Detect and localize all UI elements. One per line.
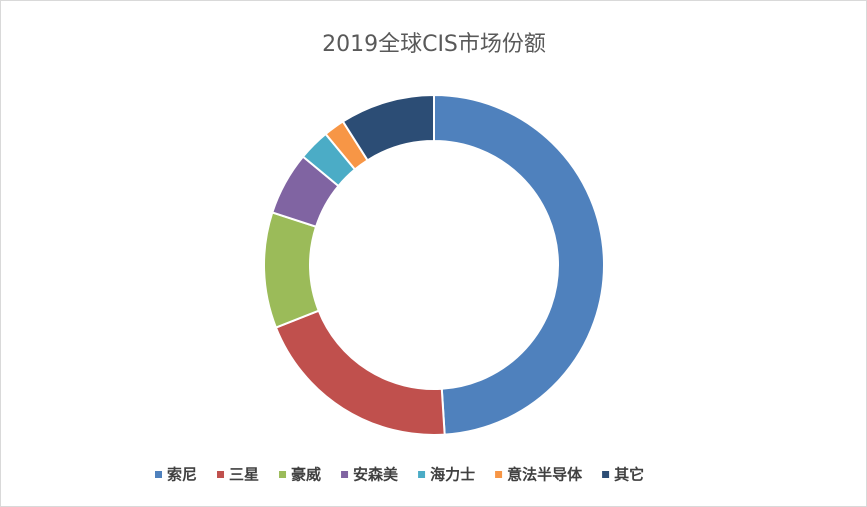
legend-label: 海力士 xyxy=(430,466,475,484)
legend-swatch xyxy=(217,471,225,478)
donut-slice xyxy=(341,93,435,162)
legend-label: 其它 xyxy=(614,466,644,484)
legend-label: 豪威 xyxy=(291,466,321,484)
legend: 索尼 三星 豪威 安森美 海力士 意法半导体 其它 xyxy=(155,466,644,484)
legend-swatch xyxy=(418,471,426,478)
legend-label: 安森美 xyxy=(353,466,399,484)
donut-slice xyxy=(433,93,606,436)
legend-label: 三星 xyxy=(229,466,259,484)
legend-swatch xyxy=(155,471,162,478)
legend-swatch xyxy=(602,471,610,478)
legend-label: 意法半导体 xyxy=(507,466,583,484)
chart-title: 2019全球CIS市场份额 xyxy=(322,32,546,57)
legend-swatch xyxy=(495,471,503,478)
donut-slice xyxy=(263,211,321,329)
donut xyxy=(263,93,606,436)
legend-swatch xyxy=(279,471,287,478)
legend-swatch xyxy=(341,471,349,478)
legend-label: 索尼 xyxy=(167,466,197,484)
